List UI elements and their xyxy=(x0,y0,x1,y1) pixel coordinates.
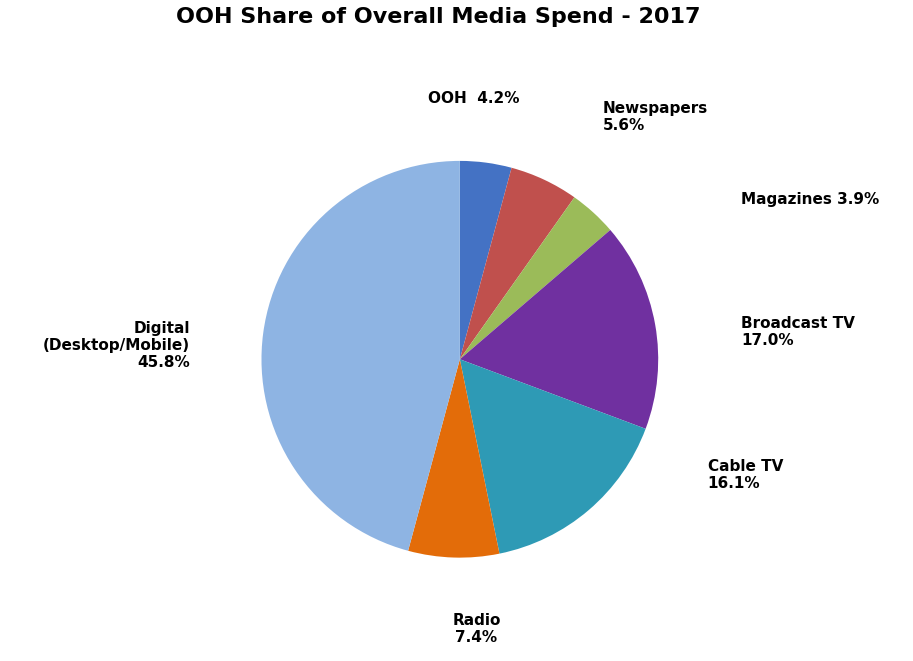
Text: OOH  4.2%: OOH 4.2% xyxy=(428,91,519,106)
Wedge shape xyxy=(460,161,511,360)
Text: Digital
(Desktop/Mobile)
45.8%: Digital (Desktop/Mobile) 45.8% xyxy=(43,321,190,370)
Wedge shape xyxy=(408,360,499,558)
Wedge shape xyxy=(460,230,658,429)
Text: Magazines 3.9%: Magazines 3.9% xyxy=(740,192,879,207)
Text: Cable TV
16.1%: Cable TV 16.1% xyxy=(708,459,783,491)
Text: Radio
7.4%: Radio 7.4% xyxy=(452,613,500,645)
Text: Newspapers
5.6%: Newspapers 5.6% xyxy=(603,101,708,134)
Text: Broadcast TV
17.0%: Broadcast TV 17.0% xyxy=(740,315,855,348)
Wedge shape xyxy=(460,168,574,360)
Title: OOH Share of Overall Media Spend - 2017: OOH Share of Overall Media Spend - 2017 xyxy=(175,7,700,27)
Wedge shape xyxy=(460,360,645,554)
Wedge shape xyxy=(460,198,610,360)
Wedge shape xyxy=(261,161,460,551)
